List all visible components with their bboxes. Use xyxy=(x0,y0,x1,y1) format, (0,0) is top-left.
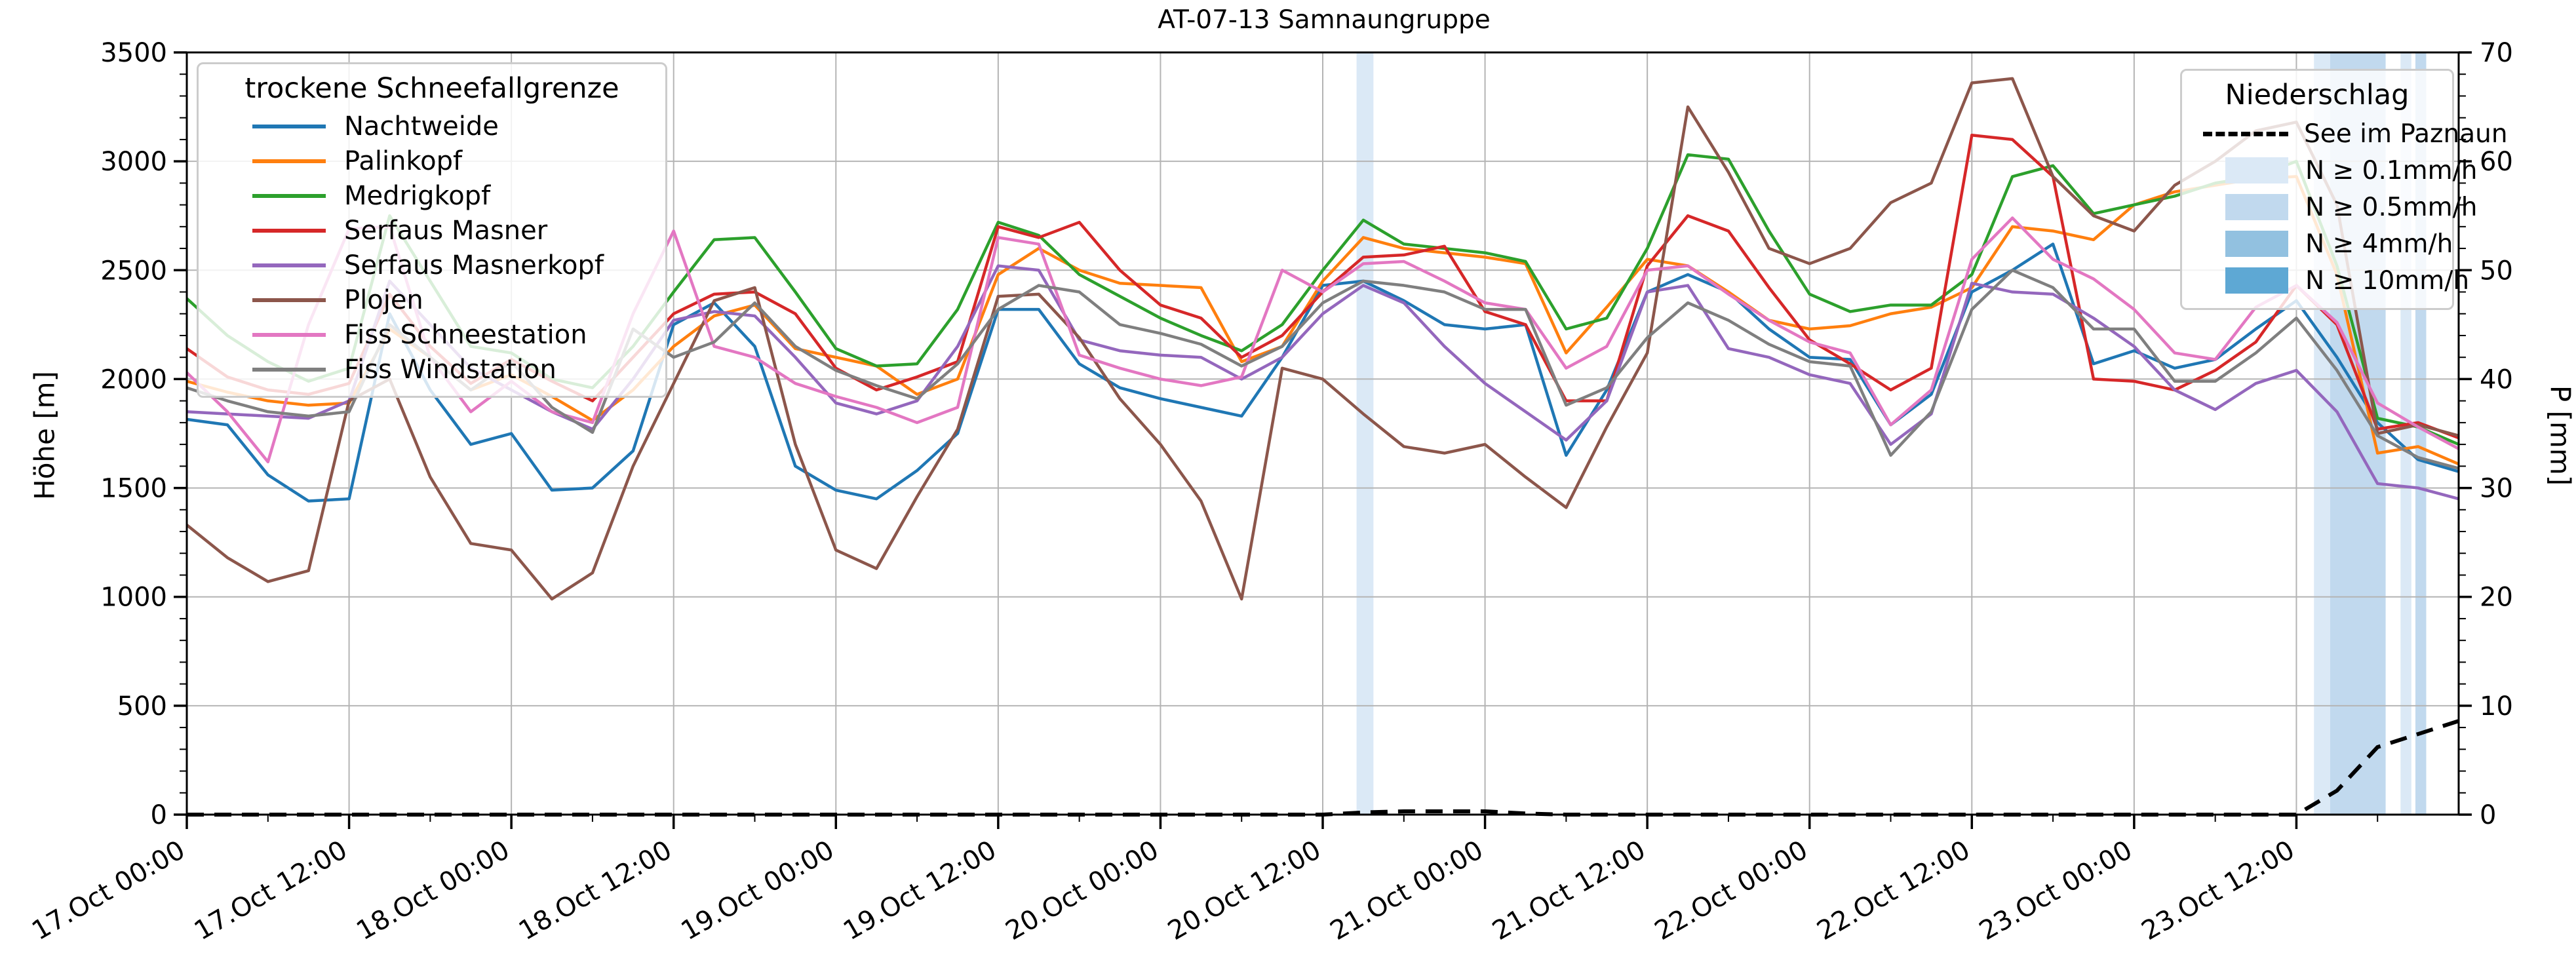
tick-label: 70 xyxy=(2480,38,2513,68)
chart-title: AT-07-13 Samnaungruppe xyxy=(1158,5,1491,35)
legend-item-precip-level-3: N ≥ 10mm/h xyxy=(2198,262,2469,299)
x-tick-label: 17.Oct 00:00 xyxy=(27,835,190,946)
legend-line-swatch xyxy=(252,159,326,163)
x-tick-label: 19.Oct 00:00 xyxy=(676,835,839,946)
legend-niederschlag-title: Niederschlag xyxy=(2225,79,2410,111)
tick-label: 3000 xyxy=(100,147,167,177)
legend-item-label: See im Paznaun xyxy=(2304,119,2508,149)
tick-label: 20 xyxy=(2480,583,2513,613)
x-tick-label: 18.Oct 12:00 xyxy=(514,835,677,946)
legend-line-swatch xyxy=(252,263,326,267)
y-axis-label-left: Höhe [m] xyxy=(28,371,61,500)
tick-label: 60 xyxy=(2480,147,2513,177)
x-tick-label: 20.Oct 12:00 xyxy=(1163,835,1326,946)
legend-item-label: Serfaus Masnerkopf xyxy=(344,250,604,280)
legend-item-label: Nachtweide xyxy=(344,111,499,142)
legend-item-precip-level-2: N ≥ 4mm/h xyxy=(2198,225,2453,262)
legend-item-medrigkopf: Medrigkopf xyxy=(214,178,650,213)
tick-label: 2000 xyxy=(100,364,167,395)
x-tick-label: 21.Oct 00:00 xyxy=(1325,835,1489,946)
legend-patch-swatch xyxy=(2225,267,2288,294)
legend-item-label: Palinkopf xyxy=(344,145,463,176)
legend-item-serfaus-masner: Serfaus Masner xyxy=(214,213,650,248)
tick-label: 1500 xyxy=(100,474,167,504)
legend-patch-swatch xyxy=(2225,194,2288,220)
legend-line-swatch xyxy=(252,332,326,337)
legend-item-nachtweide: Nachtweide xyxy=(214,109,650,144)
tick-label: 10 xyxy=(2480,691,2513,722)
series-line-palinkopf xyxy=(186,175,2459,466)
legend-item-label: Serfaus Masner xyxy=(344,215,548,246)
legend-line-swatch xyxy=(252,298,326,302)
legend-item-label: N ≥ 0.1mm/h xyxy=(2305,155,2478,185)
legend-item-precip-level-0: N ≥ 0.1mm/h xyxy=(2198,152,2478,189)
x-tick-label: 21.Oct 12:00 xyxy=(1487,835,1650,946)
legend-dash-swatch xyxy=(2203,131,2288,136)
tick-label: 3500 xyxy=(100,38,167,68)
legend-item-palinkopf: Palinkopf xyxy=(214,144,650,178)
legend-item-label: Medrigkopf xyxy=(344,180,491,211)
legend-item-label: Fiss Windstation xyxy=(344,354,556,385)
legend-item-precip-level-1: N ≥ 0.5mm/h xyxy=(2198,189,2478,225)
tick-label: 40 xyxy=(2480,364,2513,395)
series-line-serfaus-masnerkopf xyxy=(186,264,2459,501)
y-axis-label-right: P [mm] xyxy=(2544,385,2576,486)
legend-item-label: Plojen xyxy=(344,284,423,315)
legend-item-plojen: Plojen xyxy=(214,282,650,317)
legend-item-fiss-windstation: Fiss Windstation xyxy=(214,352,650,387)
tick-label: 2500 xyxy=(100,256,167,286)
legend-item-label: Fiss Schneestation xyxy=(344,319,587,350)
tick-label: 30 xyxy=(2480,474,2513,504)
legend-item-fiss-schneestation: Fiss Schneestation xyxy=(214,317,650,352)
tick-label: 50 xyxy=(2480,256,2513,286)
x-tick-label: 23.Oct 00:00 xyxy=(1974,835,2137,946)
tick-label: 500 xyxy=(117,691,167,722)
x-tick-label: 18.Oct 00:00 xyxy=(351,835,515,946)
legend-line-swatch xyxy=(252,124,326,128)
x-tick-label: 22.Oct 00:00 xyxy=(1650,835,1813,946)
legend-line-swatch xyxy=(252,228,326,233)
x-tick-label: 20.Oct 00:00 xyxy=(1001,835,1164,946)
x-tick-label: 22.Oct 12:00 xyxy=(1812,835,1975,946)
legend-item-see-im-paznaun: See im Paznaun xyxy=(2198,115,2508,152)
tick-label: 0 xyxy=(2480,800,2496,830)
legend-item-serfaus-masnerkopf: Serfaus Masnerkopf xyxy=(214,248,650,282)
legend-patch-swatch xyxy=(2225,231,2288,257)
legend-item-label: N ≥ 10mm/h xyxy=(2305,265,2470,296)
series-line-nachtweide xyxy=(186,242,2459,503)
legend-schneefallgrenze-title: trockene Schneefallgrenze xyxy=(244,72,619,105)
legend-schneefallgrenze: trockene Schneefallgrenze Nachtweide Pali… xyxy=(197,62,667,398)
legend-niederschlag: Niederschlag See im Paznaun N ≥ 0.1mm/h N … xyxy=(2180,69,2508,310)
x-tick-label: 19.Oct 12:00 xyxy=(838,835,1002,946)
tick-label: 1000 xyxy=(100,583,167,613)
legend-item-label: N ≥ 4mm/h xyxy=(2305,229,2453,259)
legend-patch-swatch xyxy=(2225,157,2288,184)
series-line-plojen xyxy=(185,77,2459,601)
x-tick-label: 17.Oct 12:00 xyxy=(189,835,353,946)
precip-band-0 xyxy=(1356,52,1374,815)
legend-line-swatch xyxy=(252,193,326,198)
tick-label: 0 xyxy=(151,800,167,830)
x-tick-label: 23.Oct 12:00 xyxy=(2137,835,2300,946)
legend-item-label: N ≥ 0.5mm/h xyxy=(2305,192,2478,222)
series-line-fiss-windstation xyxy=(186,269,2459,470)
legend-line-swatch xyxy=(252,367,326,372)
